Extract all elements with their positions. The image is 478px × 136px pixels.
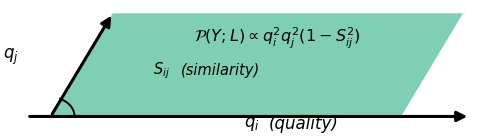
Text: $\mathcal{P}(Y;L) \propto q_i^2 q_j^2(1-S_{ij}^2)$: $\mathcal{P}(Y;L) \propto q_i^2 q_j^2(1-…	[194, 26, 360, 51]
Text: $q_i$: $q_i$	[244, 115, 260, 133]
Polygon shape	[51, 13, 463, 116]
Text: (quality): (quality)	[269, 115, 338, 133]
Text: (similarity): (similarity)	[181, 63, 260, 78]
Text: $q_j$: $q_j$	[3, 47, 19, 67]
Text: $S_{ij}$: $S_{ij}$	[153, 60, 170, 81]
